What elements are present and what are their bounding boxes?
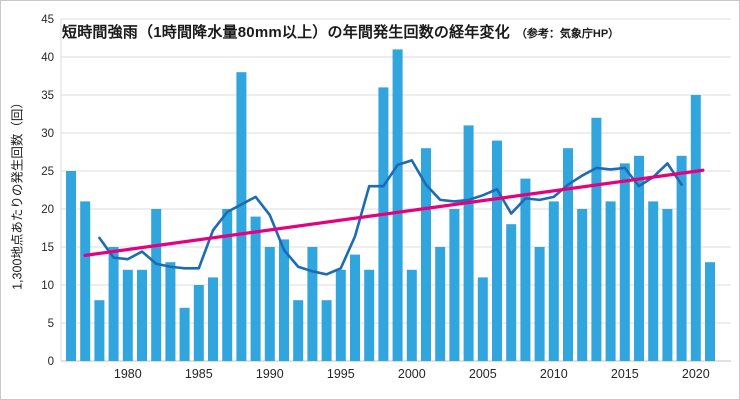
bar-2018 [662,209,673,361]
bar-1976 [66,171,76,361]
bar-2016 [634,155,644,361]
bar-1985 [193,285,204,361]
y-tick-label: 5 [48,318,54,330]
bar-1994 [321,300,332,361]
x-tick-label: 2005 [469,367,497,381]
bar-1989 [250,216,261,361]
x-tick-label: 1985 [185,367,213,381]
bar-1979 [108,247,119,361]
bar-1977 [80,201,91,361]
y-tick-label: 15 [41,242,54,254]
bar-2017 [648,201,659,361]
bar-2012 [577,209,588,361]
y-tick-label: 40 [41,52,54,64]
bar-1987 [222,209,233,361]
bar-2006 [492,140,502,361]
bar-1991 [279,239,289,361]
y-tick-label: 25 [41,166,54,178]
bar-2008 [520,178,531,361]
chart-title-note: （参考：気象庁HP） [515,28,620,40]
moving-average-line [98,159,683,276]
chart-header: 短時間強雨（1時間降水量80mm以上）の年間発生回数の経年変化 （参考：気象庁H… [62,21,619,42]
x-tick-label: 1990 [256,367,284,381]
bar-2020 [690,95,701,361]
bar-2001 [421,148,431,361]
bar-2010 [548,201,559,361]
bar-2009 [534,247,545,361]
bar-1999 [392,49,403,362]
bar-1978 [94,300,105,361]
bar-1980 [122,269,133,361]
y-tick-label: 20 [41,204,54,216]
bar-2021 [705,262,715,361]
bar-2013 [591,117,602,361]
bar-2005 [477,277,488,361]
bar-2015 [619,163,630,361]
y-tick-label: 35 [41,90,54,102]
bar-1986 [208,277,218,361]
x-tick-label: 2010 [540,367,568,381]
y-tick-label: 0 [48,356,54,368]
bar-2000 [406,269,417,361]
bar-1990 [264,247,275,361]
bar-1988 [236,72,247,361]
x-tick-label: 2000 [398,367,426,381]
bar-1983 [165,262,176,361]
chart-title: 短時間強雨（1時間降水量80mm以上）の年間発生回数の経年変化 [62,24,510,41]
x-tick-label: 1995 [327,367,355,381]
bar-1981 [137,269,147,361]
x-tick-label: 2015 [611,367,639,381]
bar-1996 [350,254,360,361]
bar-1998 [378,87,389,362]
x-tick-label: 1980 [114,367,142,381]
y-tick-label: 30 [41,128,54,140]
bar-1993 [307,247,318,361]
bar-2003 [449,209,460,361]
bar-2019 [676,155,687,361]
bar-2004 [463,125,474,362]
bar-2014 [605,201,616,361]
bar-1982 [151,209,162,361]
bar-2002 [435,247,446,361]
y-tick-label: 10 [41,280,54,292]
trend-line [83,168,705,257]
bar-1995 [335,269,346,361]
y-tick-label: 45 [41,14,54,26]
bar-2007 [506,224,517,361]
bar-2011 [563,148,573,361]
x-tick-label: 2020 [682,367,710,381]
bar-1992 [293,300,304,361]
bar-1997 [364,269,375,361]
bar-1984 [179,307,190,361]
